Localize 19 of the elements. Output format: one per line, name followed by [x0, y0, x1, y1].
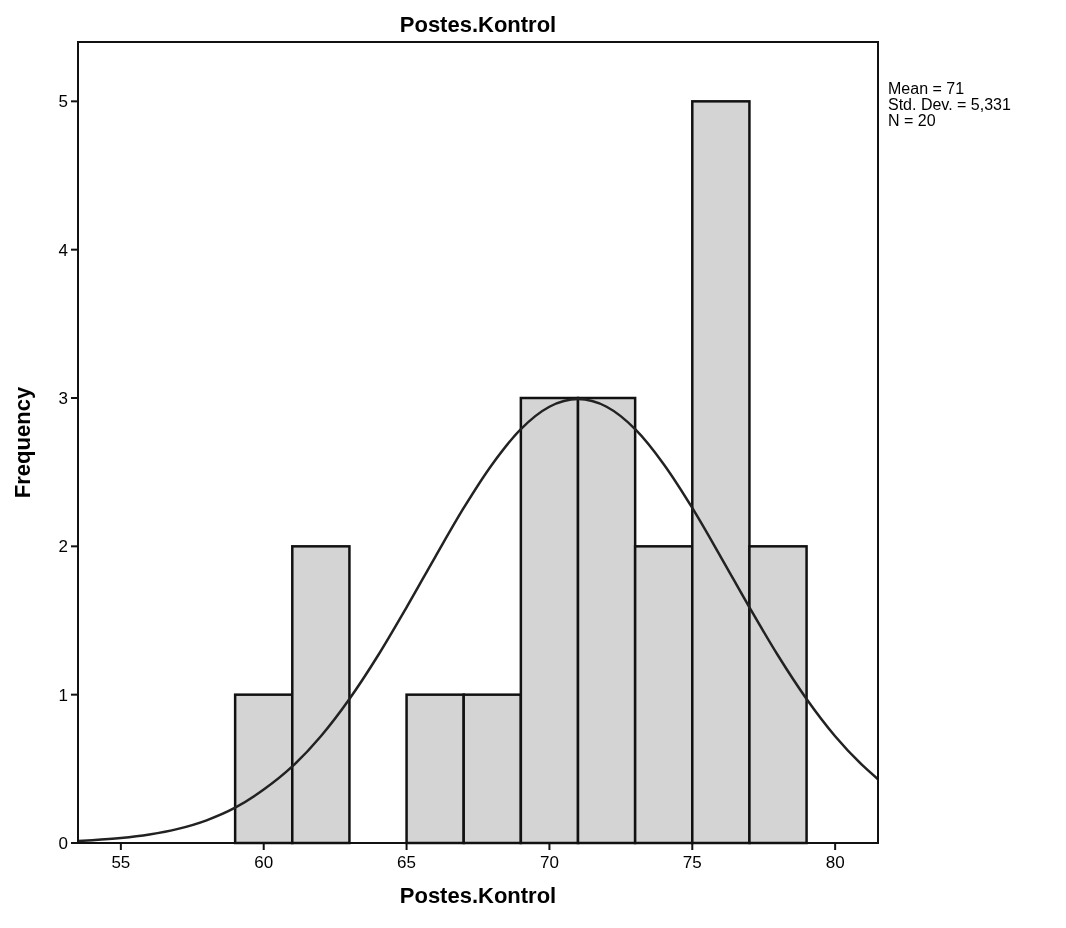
line-series	[76, 397, 880, 843]
y-tick-label: 4	[58, 240, 68, 260]
y-tick-label: 3	[58, 389, 68, 408]
y-tick-label: 1	[58, 685, 68, 705]
y-tick-label: 5	[58, 92, 68, 112]
chart-title: Postes.Kontrol	[399, 12, 557, 37]
x-tick-label: 65	[397, 853, 417, 872]
y-tick-label: 2	[58, 537, 68, 557]
x-tick-label: 80	[825, 853, 845, 872]
x-tick-label: 60	[254, 853, 274, 872]
x-axis-title: Postes.Kontrol	[399, 883, 557, 908]
text: N = 20	[888, 112, 936, 129]
y-tick-label: 0	[58, 834, 68, 853]
y-axis-title: Frequency	[10, 386, 35, 499]
x-tick-label: 70	[539, 853, 559, 872]
x-tick-label: 55	[111, 853, 131, 872]
text: Std. Dev. = 5,331	[888, 96, 1011, 113]
x-tick-label: 75	[682, 853, 702, 872]
text: Mean = 71	[888, 80, 965, 97]
